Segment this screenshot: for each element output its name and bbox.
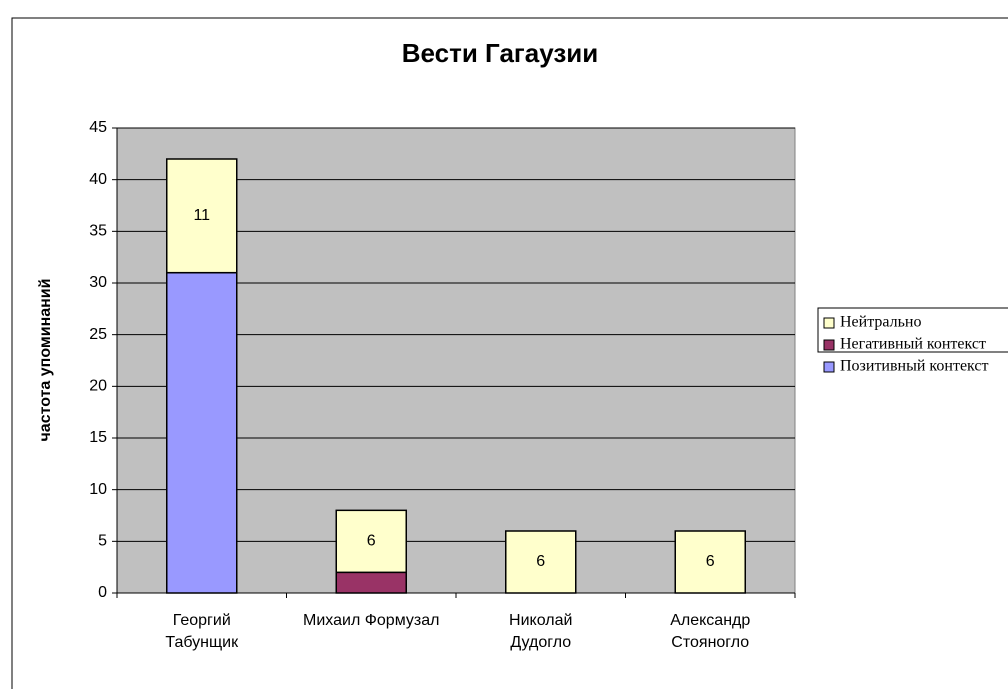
y-tick-label: 0 [98,584,107,601]
y-tick-label: 15 [89,429,107,446]
y-axis-label: частота упоминаний [37,279,54,442]
bar-segment [166,158,238,274]
bar-segment [166,271,238,594]
legend-swatch [823,339,835,351]
x-tick-label: Александр Стояногло [670,612,750,651]
legend-label: Позитивный контекст [840,358,989,375]
bar-segment [674,530,746,594]
legend-label: Нейтрально [840,314,922,331]
legend-swatch [823,361,835,373]
y-tick-label: 45 [89,119,107,136]
x-tick-label: Георгий Табунщик [165,612,239,651]
data-label: 6 [536,553,545,570]
y-tick-label: 40 [89,171,107,188]
y-tick-label: 35 [89,223,107,240]
x-tick-label: Николай Дудогло [509,612,572,651]
bar-segment [335,571,407,594]
legend [817,307,1008,353]
legend-swatch [823,317,835,329]
y-tick-label: 30 [89,274,107,291]
bar-segment [505,530,577,594]
y-tick-label: 5 [98,533,107,550]
data-label: 6 [706,553,715,570]
y-tick-label: 10 [89,481,107,498]
y-tick-label: 20 [89,378,107,395]
chart-title: Вести Гагаузии [402,38,598,68]
bar-segment [335,509,407,574]
data-label: 6 [367,533,376,550]
x-tick-label: Михаил Формузал [303,612,439,629]
y-tick-label: 25 [89,326,107,343]
legend-label: Негативный контекст [840,336,986,353]
data-label: 11 [193,207,210,224]
